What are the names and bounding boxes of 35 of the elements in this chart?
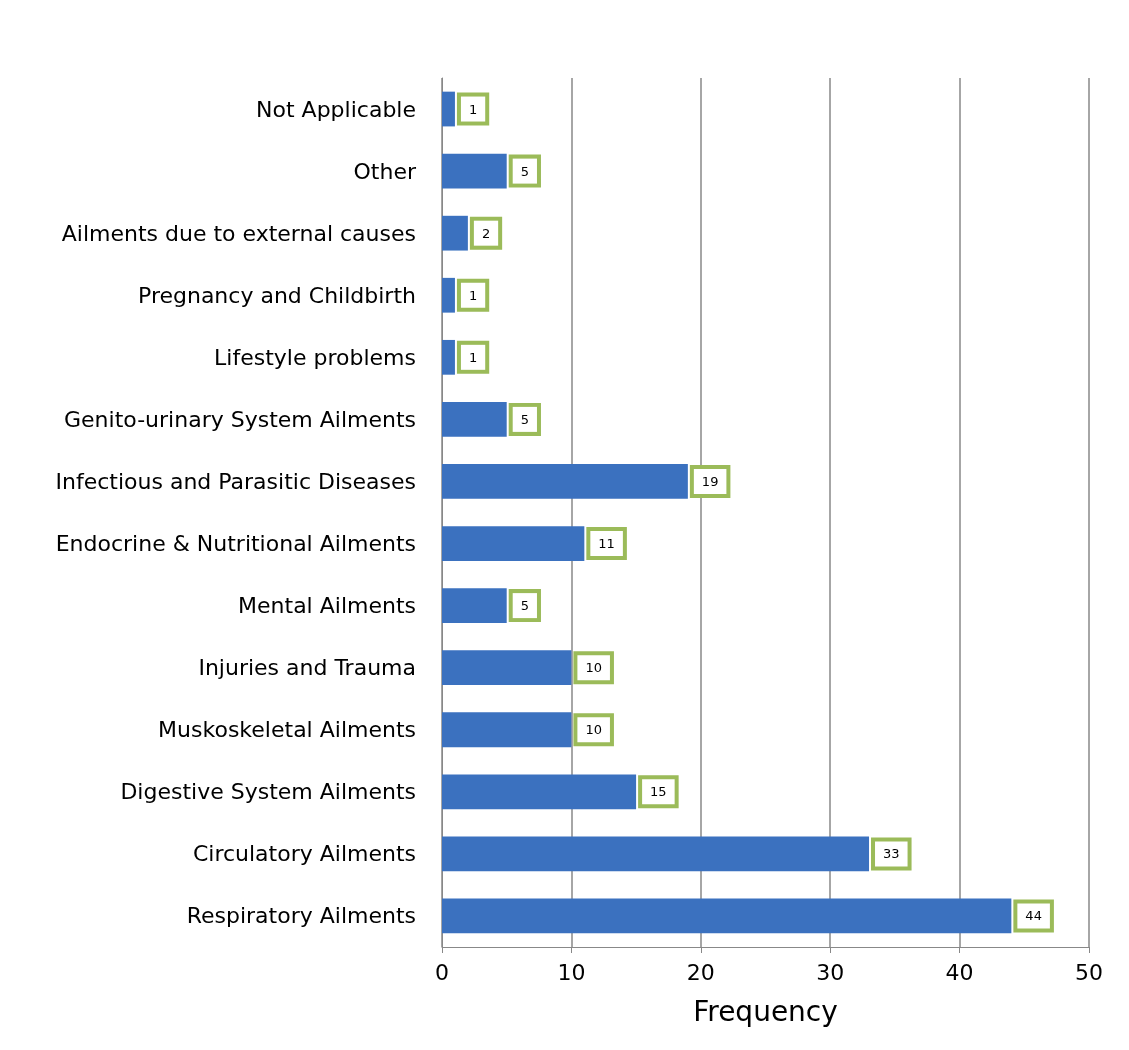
y-tick-label: Ailments due to external causes: [61, 220, 416, 246]
y-tick-label: Injuries and Trauma: [198, 655, 416, 681]
data-label: 5: [520, 411, 529, 427]
data-label: 44: [1025, 908, 1042, 924]
data-label: 15: [650, 784, 667, 800]
y-tick-label: Pregnancy and Childbirth: [138, 282, 416, 308]
data-label: 33: [883, 846, 900, 862]
data-label: 10: [585, 660, 602, 676]
x-tick-label: 30: [816, 959, 845, 985]
x-tick-label: 0: [435, 959, 449, 985]
x-tick-label: 50: [1075, 959, 1103, 985]
data-label: 5: [520, 598, 529, 614]
y-tick-label: Digestive System Ailments: [120, 779, 416, 805]
y-tick-label: Mental Ailments: [238, 593, 416, 619]
x-tick-label: 10: [557, 959, 586, 985]
y-tick-label: Genito-urinary System Ailments: [64, 406, 416, 432]
data-label: 10: [585, 722, 602, 738]
data-label: 11: [598, 536, 615, 552]
data-label: 2: [481, 225, 491, 241]
data-label: 19: [701, 473, 719, 489]
y-tick-label: Not Applicable: [256, 96, 416, 122]
data-label: 1: [468, 287, 478, 303]
y-tick-label: Other: [353, 158, 417, 184]
y-tick-label: Lifestyle problems: [214, 344, 416, 370]
data-label: 1: [468, 349, 478, 365]
x-tick-label: 40: [945, 959, 974, 985]
y-tick-label: Infectious and Parasitic Diseases: [55, 468, 416, 494]
x-axis-title: Frequency: [693, 994, 838, 1028]
data-label: 1: [468, 101, 478, 117]
x-tick-label: 20: [686, 959, 715, 985]
y-tick-label: Muskoskeletal Ailments: [158, 717, 416, 743]
y-tick-label: Endocrine & Nutritional Ailments: [55, 531, 416, 557]
y-tick-label: Respiratory Ailments: [186, 903, 416, 929]
y-tick-label: Circulatory Ailments: [192, 841, 416, 867]
data-label: 5: [520, 163, 529, 179]
